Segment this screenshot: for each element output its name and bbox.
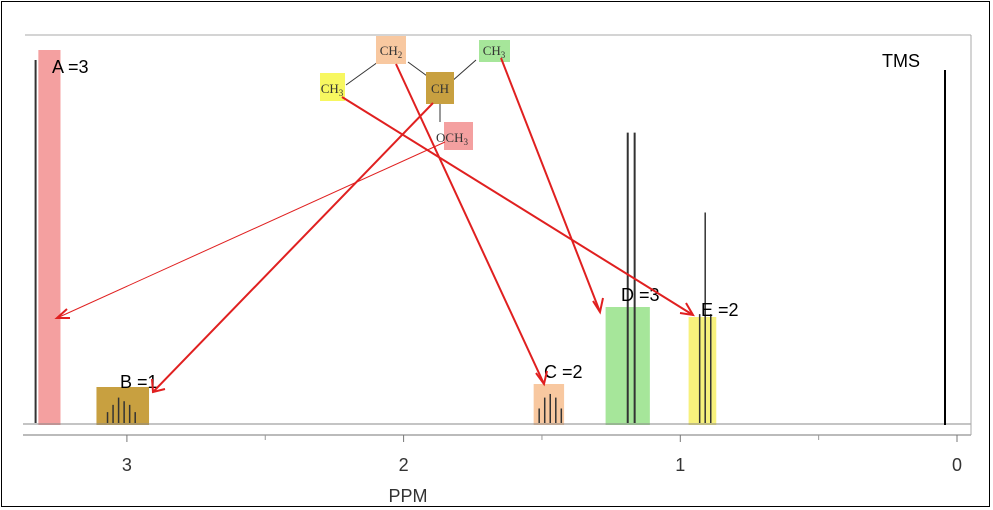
arrow-ch3-left-to-e: [341, 96, 694, 316]
bond-ch3-ch2: [345, 61, 379, 86]
arrow-ch3-right-to-d: [500, 57, 601, 313]
ch3-left-highlight: [320, 73, 345, 101]
molecule-structure: CH2 CH3 CH CH3 OCH3: [320, 36, 510, 150]
ch3-right-group-label: CH3: [483, 43, 506, 60]
x-tick-label: 1: [675, 455, 685, 475]
arrow-head-d: [592, 297, 604, 315]
minor-ticks: [264, 435, 820, 440]
x-tick-label: 3: [122, 455, 132, 475]
arrow-ch2-to-c: [395, 63, 545, 385]
ch-group-label: CH: [431, 81, 449, 96]
signal-highlight: [533, 384, 565, 425]
integration-labels: A =3 B =1 C =2 D =3 E =2: [52, 57, 739, 392]
och3-group-label: OCH3: [436, 130, 468, 147]
arrow-ch-to-b: [152, 102, 434, 393]
tms-label: TMS: [882, 51, 920, 71]
signal-highlight: [38, 50, 61, 425]
ch2-group-label: CH2: [380, 43, 403, 60]
och3-highlight: [444, 122, 473, 150]
arrow-head-e: [679, 302, 695, 317]
x-tick-label: 2: [399, 455, 409, 475]
x-tick-label: 0: [952, 455, 962, 475]
ch2-highlight: [376, 36, 406, 64]
arrow-head-b: [151, 378, 166, 394]
integration-label: C =2: [544, 362, 583, 382]
x-tick-labels: 3 2 1 0: [122, 435, 962, 475]
signal-highlight: [96, 387, 150, 425]
signal-highlights: [38, 50, 717, 425]
arrow-och3-to-a: [56, 141, 446, 319]
ch3-left-group-label: CH3: [321, 81, 344, 98]
x-axis-label: PPM: [388, 486, 427, 506]
arrow-head-c: [535, 370, 548, 387]
signal-highlight: [688, 317, 717, 425]
arrow-head-a: [54, 308, 70, 319]
integration-label: E =2: [701, 300, 739, 320]
assignment-arrows: [54, 57, 695, 394]
integration-label: D =3: [621, 285, 660, 305]
integration-label: B =1: [120, 372, 158, 392]
bond-ch-ch3: [450, 59, 477, 83]
ch-highlight: [426, 72, 454, 104]
ch3-right-highlight: [479, 40, 510, 62]
integration-label: A =3: [52, 57, 89, 77]
